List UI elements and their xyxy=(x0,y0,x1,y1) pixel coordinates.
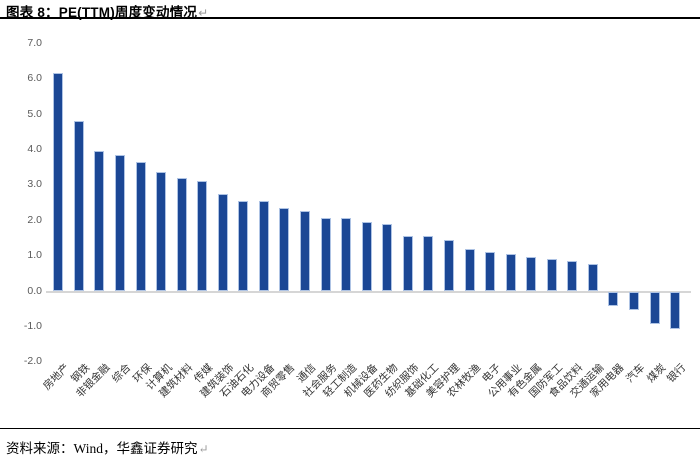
bar-通信 xyxy=(300,211,311,291)
x-axis-line xyxy=(46,290,691,293)
bar-建筑装饰 xyxy=(217,193,228,291)
bar-轻工制造 xyxy=(341,218,352,291)
y-axis-tick-label: 0.0 xyxy=(27,284,42,297)
bar-基础化工 xyxy=(423,236,434,291)
category-label: 汽车 xyxy=(623,361,648,386)
figure-title-bar: 图表 8：PE(TTM)周度变动情况↵ xyxy=(0,0,700,21)
bar-建筑材料 xyxy=(176,177,187,291)
data-source-note: 资料来源：Wind，华鑫证券研究↵ xyxy=(6,437,209,457)
bar-家用电器 xyxy=(608,292,619,307)
bar-环保 xyxy=(135,161,146,291)
y-axis-tick-label: 2.0 xyxy=(27,213,42,226)
bar-银行 xyxy=(670,292,681,330)
figure-footer-bar: 资料来源：Wind，华鑫证券研究↵ xyxy=(0,428,700,461)
bar-计算机 xyxy=(156,172,167,291)
bar-纺织服饰 xyxy=(402,236,413,291)
bar-石油石化 xyxy=(238,200,249,291)
bar-食品饮料 xyxy=(567,260,578,291)
bar-美容护理 xyxy=(443,239,454,291)
bar-有色金属 xyxy=(526,257,537,291)
bar-社会服务 xyxy=(320,218,331,291)
y-axis-tick-label: 1.0 xyxy=(27,249,42,262)
bar-国防军工 xyxy=(546,259,557,291)
bar-钢铁 xyxy=(73,121,84,291)
paragraph-return-icon: ↵ xyxy=(198,442,209,456)
data-source-text: 资料来源：Wind，华鑫证券研究 xyxy=(6,441,198,456)
bar-传媒 xyxy=(197,181,208,291)
figure-title-text: 图表 8：PE(TTM)周度变动情况 xyxy=(6,5,198,20)
bar-房地产 xyxy=(53,73,64,291)
bar-商贸零售 xyxy=(279,207,290,291)
y-axis-tick-label: 3.0 xyxy=(27,178,42,191)
y-axis-tick-label: 7.0 xyxy=(27,36,42,49)
y-axis-tick-label: 5.0 xyxy=(27,107,42,120)
bar-交通运输 xyxy=(587,264,598,291)
y-axis-tick-label: 4.0 xyxy=(27,142,42,155)
bar-公用事业 xyxy=(505,253,516,291)
bar-非银金融 xyxy=(94,151,105,291)
category-label: 银行 xyxy=(665,361,689,386)
bar-汽车 xyxy=(628,292,639,310)
bar-煤炭 xyxy=(649,292,660,324)
category-label: 综合 xyxy=(109,361,134,386)
category-label: 煤炭 xyxy=(644,361,668,386)
y-axis-tick-label: -1.0 xyxy=(23,319,42,332)
bar-医药生物 xyxy=(382,223,393,291)
category-label: 房地产 xyxy=(40,361,72,393)
figure-title: 图表 8：PE(TTM)周度变动情况↵ xyxy=(6,1,208,21)
bar-电力设备 xyxy=(258,200,269,291)
bar-电子 xyxy=(485,252,496,291)
bar-机械设备 xyxy=(361,221,372,291)
pe-ttm-weekly-change-bar-chart: 7.0 6.0 5.0 4.0 3.0 2.0 1.0 0.0 -1.0 -2.0 房地产 钢铁 非银金… xyxy=(0,19,700,427)
bar-综合 xyxy=(114,154,125,291)
y-axis-tick-label: 6.0 xyxy=(27,72,42,85)
bar-农林牧渔 xyxy=(464,248,475,291)
paragraph-return-icon: ↵ xyxy=(198,6,209,20)
y-axis-tick-label: -2.0 xyxy=(23,355,42,368)
